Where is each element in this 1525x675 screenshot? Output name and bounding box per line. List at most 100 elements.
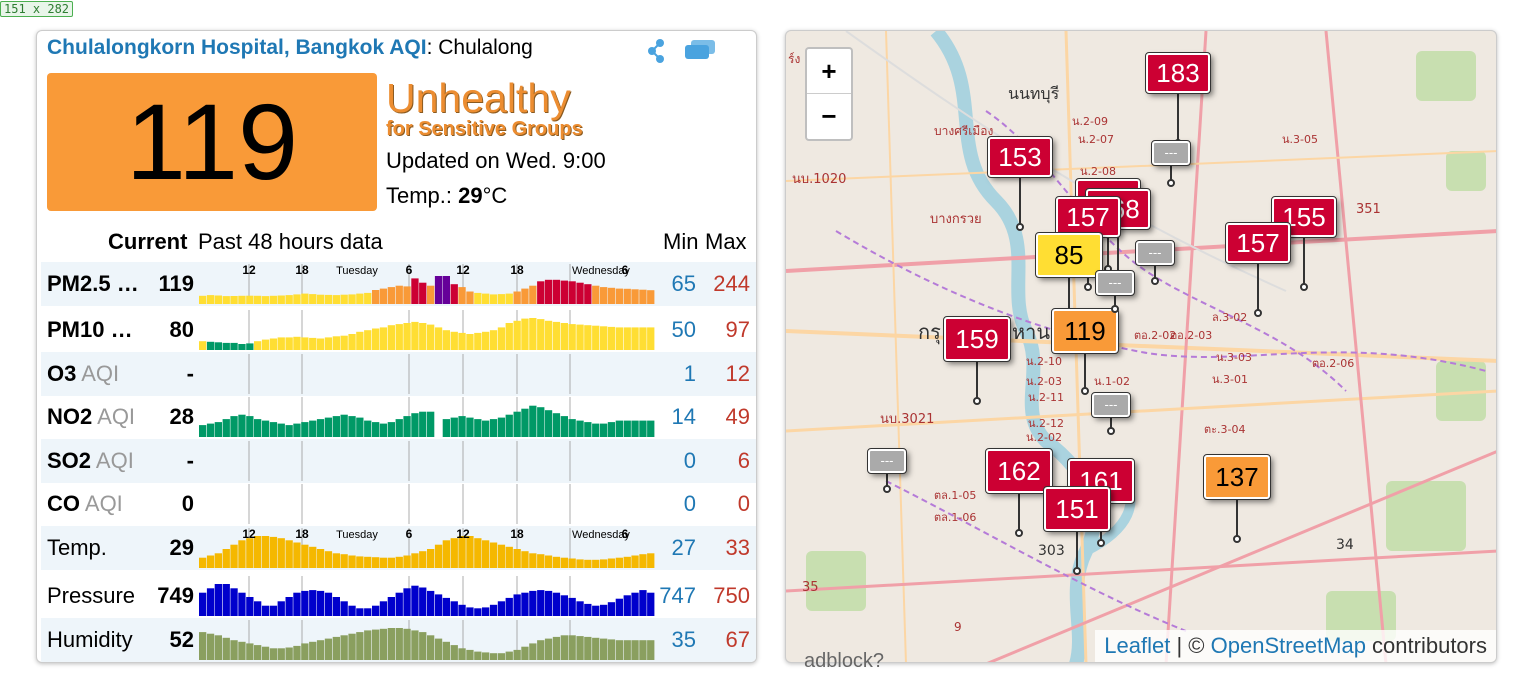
dimension-badge: 151 x 282 <box>0 1 74 17</box>
sparkline-pm10[interactable] <box>199 310 655 350</box>
spark-bar <box>442 276 450 304</box>
spark-bar <box>254 536 262 568</box>
max-value: 6 <box>737 448 750 473</box>
pollutant-name: O3 AQI <box>47 361 120 386</box>
spark-bar <box>285 425 293 437</box>
spark-bar <box>631 289 639 304</box>
spark-bar <box>230 296 238 304</box>
spark-bar <box>222 342 230 350</box>
marker-dot <box>1233 535 1241 543</box>
spark-bar <box>584 284 592 304</box>
spark-bar <box>206 341 215 350</box>
share-icon[interactable] <box>645 37 671 65</box>
zoom-out-button[interactable]: − <box>821 101 837 131</box>
spark-bar <box>309 641 317 660</box>
spark-bar <box>505 414 513 437</box>
park-area <box>1326 591 1396 641</box>
spark-bar <box>450 645 458 660</box>
spark-bar <box>387 422 395 437</box>
spark-bar <box>214 295 222 304</box>
spark-bar <box>513 411 521 437</box>
pollutant-name: PM2.5 … <box>47 271 139 296</box>
spark-bar <box>261 646 270 660</box>
spark-bar <box>450 417 458 437</box>
spark-bar <box>277 648 285 660</box>
marker-stem <box>1018 493 1020 533</box>
spark-bar <box>497 601 506 616</box>
marker-value: 151 <box>1043 486 1111 532</box>
spark-bar <box>592 637 600 660</box>
road <box>1164 31 1208 662</box>
spark-bar <box>442 330 450 350</box>
marker-value: --- <box>1135 240 1175 266</box>
spark-bar <box>450 538 458 568</box>
spark-bar <box>230 588 238 616</box>
spark-bar <box>246 343 254 350</box>
spark-bar <box>489 604 498 616</box>
spark-bar <box>458 332 466 350</box>
current-value: 749 <box>157 583 194 608</box>
spark-bar <box>474 538 482 568</box>
spark-bar <box>521 318 529 350</box>
spark-bar <box>316 590 325 616</box>
pollutant-name: CO AQI <box>47 491 123 516</box>
spark-bar <box>403 286 411 304</box>
zoom-in-button[interactable]: + <box>807 49 851 94</box>
spark-bar <box>285 647 293 660</box>
leaflet-link[interactable]: Leaflet <box>1104 633 1171 658</box>
map-label: น.3-01 <box>1212 373 1248 386</box>
spark-bar <box>639 590 647 616</box>
max-value: 33 <box>725 535 750 560</box>
spark-bar <box>576 324 584 350</box>
pollutant-row-so2[interactable]: SO2 AQI - 0 6 <box>41 439 756 483</box>
sparkline-co[interactable] <box>199 484 655 524</box>
sparkline-no2[interactable] <box>199 397 655 437</box>
spark-bar <box>600 423 608 437</box>
spark-bar <box>434 638 443 660</box>
pollutant-row-pm25[interactable]: PM2.5 … 119 65 244 12 18 Tuesday 6 12 18 Wednesday… <box>41 262 756 306</box>
time-label: 6 <box>622 528 629 541</box>
spark-bar <box>332 336 340 350</box>
spark-bar <box>324 551 333 568</box>
attr-tail: contributors <box>1365 633 1487 658</box>
spark-bar <box>529 318 537 350</box>
sparkline-pressure[interactable] <box>199 576 655 616</box>
pollutant-row-temp[interactable]: Temp. 29 27 33 12 18 Tuesday 6 12 18 Wednesday 6 <box>41 526 756 570</box>
pollutant-row-co[interactable]: CO AQI 0 0 0 <box>41 482 756 526</box>
map-label: บางศรีเมือง <box>934 124 993 138</box>
zoom-control: + − <box>805 47 853 141</box>
district-boundary <box>835 230 1487 372</box>
road <box>986 450 1496 662</box>
marker-dot <box>1107 427 1115 435</box>
spark-bar <box>458 536 466 568</box>
spark-bar <box>332 597 340 616</box>
current-value: 52 <box>169 627 194 652</box>
map-label: ตล.1-05 <box>934 489 976 502</box>
windows-icon[interactable] <box>683 37 717 63</box>
pollutant-row-o3[interactable]: O3 AQI - 1 12 <box>41 352 756 396</box>
pollutant-row-pressure[interactable]: Pressure 749 747 750 <box>41 574 756 618</box>
spark-bar <box>395 592 403 616</box>
spark-bar <box>199 425 207 437</box>
sparkline-o3[interactable] <box>199 354 655 394</box>
sparkline-humidity[interactable] <box>199 620 655 660</box>
spark-bar <box>269 295 278 304</box>
spark-bar <box>466 607 474 616</box>
spark-bar <box>474 292 482 304</box>
map-view[interactable]: นนทบุรี บางศรีเมือง นบ.1020 บางกรวย นบ.3021 ก… <box>785 30 1497 663</box>
spark-bar <box>442 419 450 437</box>
spark-bar <box>544 320 553 350</box>
pollutant-name: NO2 AQI <box>47 404 136 429</box>
osm-link[interactable]: OpenStreetMap <box>1210 633 1366 658</box>
pollutant-row-humidity[interactable]: Humidity 52 35 67 <box>41 618 756 662</box>
pollutant-row-pm10[interactable]: PM10 … 80 50 97 <box>41 308 756 352</box>
station-panel: Chulalongkorn Hospital, Bangkok AQI: Chu… <box>36 30 757 663</box>
spark-bar <box>647 592 655 616</box>
spark-bar <box>261 536 270 568</box>
sparkline-so2[interactable] <box>199 441 655 481</box>
station-name-link[interactable]: Chulalongkorn Hospital, Bangkok AQI <box>47 36 427 59</box>
pollutant-row-no2[interactable]: NO2 AQI 28 14 49 <box>41 395 756 439</box>
